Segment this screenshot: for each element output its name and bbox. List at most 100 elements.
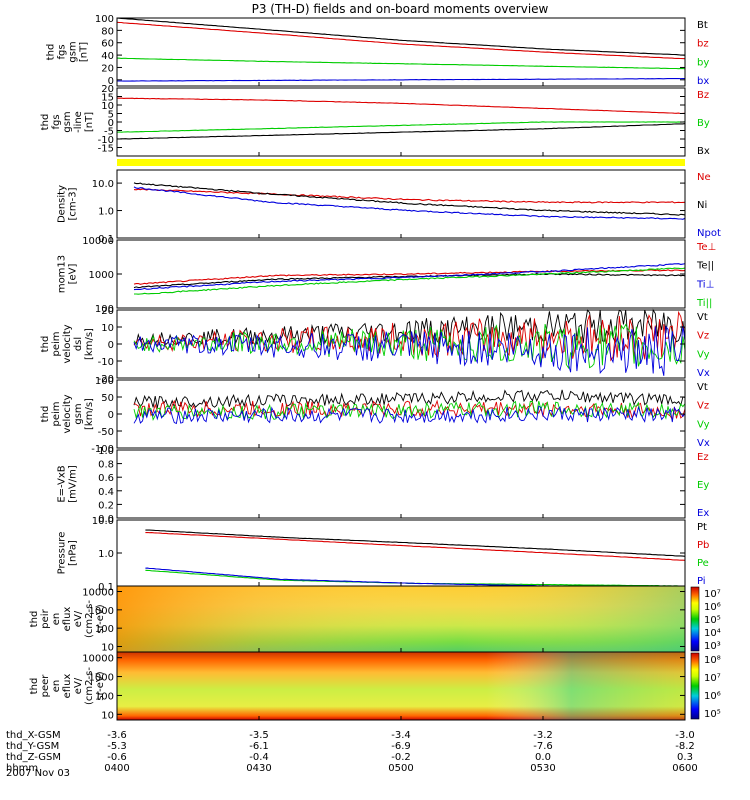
fgs-dsl-line-bx (116, 123, 686, 140)
footer-value: 0430 (246, 763, 271, 774)
pressure-ylabel-line: [nPa] (68, 540, 79, 566)
panel-temp: 10000 1000 100 mom13 [eV] Te⊥ Te|| Ti⊥ Ti|| (57, 236, 717, 315)
density-ylabel-line: [cm-3] (68, 187, 79, 220)
peir-ytick-label: 10000 (82, 588, 114, 599)
peim-vel-gsm-line-vt (133, 389, 686, 409)
peir-ytick-label: 100 (95, 624, 114, 635)
peim-vel-line-vz (133, 310, 685, 362)
fgs-dsl-ylabel-line: thd (40, 114, 51, 131)
temp-line-ti⊥ (133, 263, 686, 291)
footer-value: 0500 (388, 763, 413, 774)
efield-legend-ez: Ez (697, 452, 709, 463)
temp-line-te|| (133, 273, 686, 289)
efield-legend-ey: Ey (697, 480, 709, 491)
peer-colorbar-label: 10⁷ (704, 673, 721, 684)
pressure-ytick-label: 10.0 (92, 516, 114, 527)
peim-vel-gsm-ylabel-line: thd (40, 406, 51, 423)
density-frame (116, 169, 686, 239)
fgs-dsl-ylabel-line: -line (73, 111, 84, 133)
peer-ylabel-line: thd (29, 678, 40, 695)
fgs-ylabel-line: fgs (57, 44, 68, 59)
fgs-dsl-legend-bx: Bx (697, 146, 710, 157)
efield-ytick-label: 0.8 (98, 460, 114, 471)
density-line-ne (133, 188, 686, 204)
temp-ylabel-line: mom13 (57, 255, 68, 293)
peim-vel-gsm-ylabel-line: velocity (62, 394, 73, 433)
footer-group: thd_X-GSM -3.6 -3.5 -3.4 -3.2 -3.0 thd_Y-GSM -5… (6, 730, 698, 779)
peir-ylabel-line: en (51, 613, 62, 626)
panel-pressure: 10.0 1.0 0.1 Pressure [nPa] Pt Pb Pe Pi (57, 516, 710, 593)
pressure-line-pt (145, 529, 686, 557)
fgs-ylabel-line: thd (46, 44, 57, 61)
peim-vel-legend-vt: Vt (697, 312, 708, 323)
peer-colorbar-label: 10⁵ (704, 709, 721, 720)
peim-vel-legend-vy: Vy (697, 349, 710, 360)
fgs-dsl-ytick-label: -15 (98, 144, 114, 155)
density-ytick-label: 1.0 (98, 207, 114, 218)
fgs-line-bt (116, 17, 686, 56)
peer-ytick-label: 100 (95, 691, 114, 702)
peer-colorbar-label: 10⁸ (704, 655, 721, 666)
panel-peir: 10000 1000 100 10 thd peir en eflux eV/(cm2-s-sr… (29, 585, 721, 653)
footer-value: -6.9 (391, 741, 411, 752)
fgs-line-bz (116, 21, 686, 60)
peir-colorbar-label: 10⁶ (704, 602, 721, 613)
efield-ytick-label: 0.0 (98, 514, 114, 525)
peim-vel-ylabel-line: [km/s] (84, 328, 95, 360)
temp-line-ti|| (134, 267, 686, 295)
peim-vel-gsm-ytick-label: 100 (95, 376, 114, 387)
footer-label-thd_x-gsm: thd_X-GSM (6, 730, 61, 741)
pressure-frame (116, 519, 686, 587)
density-ylabel-line: Density (57, 185, 68, 223)
peer-ylabel-line: (cm2-s- (84, 667, 95, 705)
fgs-dsl-ytick-label: 5 (108, 110, 114, 121)
fgs-dsl-legend-bz: Bz (697, 90, 709, 101)
peim-vel-line-vt (133, 308, 686, 346)
fgs-dsl-line-by (116, 121, 686, 133)
efield-legend-ex: Ex (697, 508, 709, 519)
panel-efield: 1.0 0.8 0.6 0.4 0.2 0.0 E=-VxB [mV/m] Ez Ey Ex (57, 446, 710, 525)
peim-vel-gsm-legend-vz: Vz (697, 401, 709, 412)
peer-colorbar-label: 10⁶ (704, 691, 721, 702)
fgs-dsl-legend-by: By (697, 118, 710, 129)
peer-colorbar-gradient (690, 652, 700, 720)
peer-ylabel-line: eflux (62, 674, 73, 699)
footer-value: 0.0 (535, 752, 551, 763)
temp-legend-ti⊥: Ti⊥ (696, 279, 714, 290)
fgs-ylabel-line: gsm (68, 41, 79, 62)
peer-ytick-label: 10 (101, 710, 114, 721)
peim-vel-gsm-ylabel-line: peim (51, 401, 62, 426)
fgs-line-by (116, 57, 686, 70)
footer-label-hhmm: hhmm (6, 763, 38, 774)
peir-colorbar-label: 10³ (704, 641, 721, 652)
temp-ytick-label: 1000 (89, 270, 114, 281)
peir-colorbar-gradient (690, 586, 700, 652)
peim-vel-gsm-legend-vt: Vt (697, 382, 708, 393)
footer-value: -8.2 (675, 741, 695, 752)
peir-ylabel-line: eflux (62, 607, 73, 632)
footer-value: -6.1 (249, 741, 269, 752)
density-ytick-label: 10.0 (92, 179, 114, 190)
efield-ytick-label: 0.2 (98, 500, 114, 511)
peim-vel-gsm-ylabel-line: gsm (73, 403, 84, 424)
peer-ylabel-line: sr-eV) (95, 671, 106, 700)
footer-value: 0.3 (677, 752, 693, 763)
peim-vel-ylabel-line: thd (40, 336, 51, 353)
peim-vel-gsm-legend-vx: Vx (697, 438, 710, 449)
fgs-dsl-ytick-label: 20 (101, 84, 114, 95)
efield-frame (116, 449, 686, 519)
footer-date: 2007 Nov 03 (6, 768, 70, 779)
footer-value: -0.4 (249, 752, 269, 763)
mode-bar (117, 159, 685, 166)
peer-ylabel-line: peer (40, 674, 51, 698)
peer-spectrogram-overlay (117, 652, 685, 720)
density-ytick-label: 0.1 (98, 234, 114, 245)
peim-vel-gsm-ytick-label: 50 (101, 393, 114, 404)
footer-value: -3.4 (391, 730, 411, 741)
fgs-ylabel-line: [nT] (79, 42, 90, 62)
footer-label-thd_z-gsm: thd_Z-GSM (6, 752, 61, 763)
fgs-legend-by: by (697, 57, 709, 68)
